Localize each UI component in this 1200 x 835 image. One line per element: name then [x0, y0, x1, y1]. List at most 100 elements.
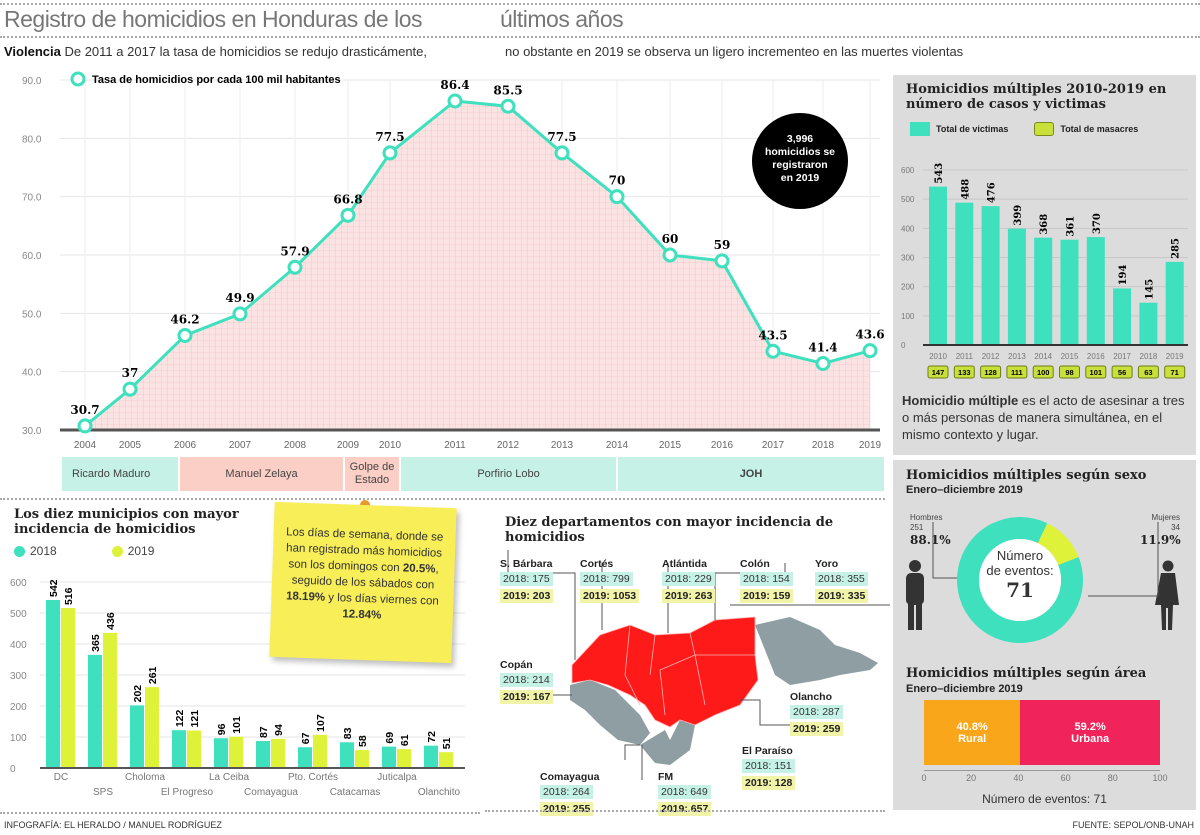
- y-tick-label: 100: [10, 733, 27, 744]
- x-tick-label: 0: [921, 773, 927, 783]
- data-label: 66.8: [333, 192, 362, 206]
- multiple-homicides-title: Homicidios múltiples 2010-2019 en número…: [906, 82, 1167, 112]
- victims-bar: [1165, 261, 1184, 345]
- x-tick-label: Comayagua: [244, 787, 298, 798]
- honduras-map: [507, 550, 890, 780]
- divider: [0, 498, 885, 500]
- bar-label: 543: [934, 163, 945, 184]
- data-label: 43.5: [758, 328, 787, 342]
- x-tick-label: Juticalpa: [377, 772, 417, 783]
- y-tick-label: 100: [901, 312, 915, 321]
- bar-label: 67: [300, 732, 312, 744]
- area-title: Homicidios múltiples según área: [906, 666, 1147, 681]
- municipio-bar-2018: [382, 746, 396, 768]
- x-tick-label: 2008: [284, 440, 307, 451]
- lead-a: De 2011 a 2017 la tasa de homicidios se …: [64, 44, 428, 59]
- bar-label: 87: [258, 726, 270, 738]
- y-tick-label: 0: [10, 764, 16, 775]
- victims-bar: [955, 202, 974, 345]
- lead-bold: Violencia: [4, 44, 61, 59]
- bar-label: 370: [1092, 213, 1103, 234]
- municipio-bar-2018: [424, 745, 438, 768]
- victims-bar: [1007, 228, 1026, 345]
- sex-donut-chart: [906, 517, 1179, 643]
- department-name: Yoro: [815, 558, 839, 570]
- bar-label: 51: [441, 737, 453, 749]
- y-tick-label: 60.0: [22, 251, 42, 262]
- data-label: 30.7: [70, 403, 99, 417]
- legend-2018: 2018: [30, 544, 57, 558]
- period-joh: JOH: [618, 457, 884, 491]
- department-2019: 2019: 167: [500, 690, 554, 704]
- x-tick-label: 2011: [444, 440, 466, 451]
- period-zelaya: Manuel Zelaya: [180, 457, 343, 491]
- masacres-value: 101: [1090, 368, 1103, 377]
- data-label: 43.6: [855, 328, 884, 342]
- data-point: [382, 145, 398, 161]
- x-tick-label: 2006: [174, 440, 197, 451]
- municipio-bar-2019: [187, 730, 201, 768]
- bar-label: 361: [1066, 216, 1077, 237]
- rate-line: [84, 99, 871, 428]
- masacres-value: 100: [1037, 368, 1050, 377]
- data-label: 46.2: [170, 313, 199, 327]
- department-label: S. Bárbara 2018: 175 2019: 203: [500, 557, 554, 603]
- callout-text: homicidios se: [764, 146, 836, 158]
- donut-center: Número de eventos: 71: [980, 548, 1060, 602]
- data-point: [500, 98, 516, 114]
- data-point: [177, 328, 193, 343]
- bar-label: 121: [189, 710, 201, 728]
- total-callout: 3,996 homicidios se registraron en 2019: [752, 113, 848, 209]
- bar-label: 399: [1013, 205, 1024, 226]
- lead-text-b: no obstante en 2019 se observa un ligero…: [505, 44, 964, 59]
- men-count: 251: [910, 523, 924, 532]
- legend-dot-2018: [14, 545, 25, 557]
- municipios-legend: 2018 2019: [14, 544, 154, 558]
- department-label: Copán 2018: 214 2019: 167: [500, 658, 554, 704]
- department-2019: 2019: 1053: [580, 589, 640, 603]
- map-gracias-a-dios: [755, 617, 878, 685]
- masacres-badge: [980, 365, 1002, 379]
- women-leader-line: [1088, 522, 1159, 597]
- municipio-bar-2018: [46, 599, 60, 768]
- municipio-bar-2019: [313, 734, 327, 768]
- municipio-bar-2019: [229, 736, 243, 768]
- donut-slice-hombres: [957, 517, 1083, 643]
- department-2019: 2019: 259: [790, 722, 844, 736]
- data-point: [714, 253, 730, 269]
- data-point: [609, 189, 625, 205]
- data-label: 70: [609, 174, 626, 188]
- department-2019: 2019: 657: [658, 802, 712, 816]
- data-point: [554, 145, 570, 161]
- page-title: Registro de homicidios en Honduras de lo…: [4, 6, 423, 32]
- definition-text: es el acto de asesinar a tres o más pers…: [902, 393, 1185, 442]
- area-segment-urbana: 59.2% Urbana: [1020, 700, 1160, 765]
- municipio-bar-2019: [271, 738, 285, 768]
- masacres-badge: [1111, 365, 1133, 379]
- map-west-gray: [570, 680, 650, 745]
- x-tick-label: 2017: [762, 440, 785, 451]
- municipio-bar-2019: [61, 608, 75, 768]
- y-tick-label: 80.0: [22, 134, 42, 145]
- data-label: 60: [662, 232, 679, 246]
- victims-bar: [1034, 237, 1053, 345]
- x-tick-label: 2015: [659, 440, 682, 451]
- x-tick-label: 2013: [551, 440, 574, 451]
- x-tick-label: 2010: [929, 352, 947, 361]
- municipio-bar-2019: [397, 749, 411, 768]
- area-segment-rural: 40.8% Rural: [924, 700, 1021, 765]
- victims-bar: [1139, 302, 1158, 345]
- x-tick-label: 2012: [497, 440, 520, 451]
- municipios-title: Los diez municipios con mayor incidencia…: [14, 507, 239, 537]
- credit: INFOGRAFÍA: EL HERALDO / MANUEL RODRÍGUE…: [4, 820, 222, 830]
- period-golpe: Golpe de Estado: [345, 457, 399, 491]
- x-tick-label: 2016: [711, 440, 734, 451]
- segment-pct: 59.2%: [1074, 720, 1106, 733]
- note-saturday: 18.19%: [285, 590, 326, 604]
- area-stacked-bar: 40.8% Rural 59.2% Urbana: [924, 700, 1160, 765]
- legend-masacres: Total de masacres: [1060, 124, 1139, 134]
- divider: [0, 36, 1200, 38]
- department-label: Comayagua 2018: 264 2019: 255: [540, 770, 600, 816]
- x-tick-label: Pto. Cortés: [288, 772, 338, 783]
- x-tick-label: SPS: [93, 787, 113, 798]
